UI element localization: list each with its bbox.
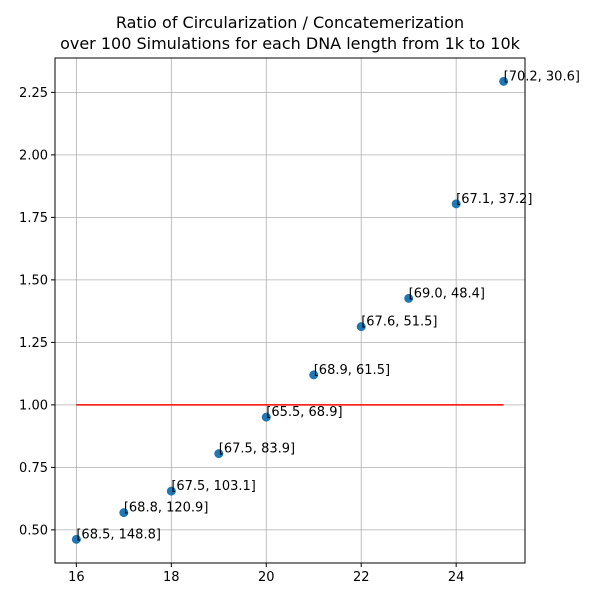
data-point <box>214 449 224 459</box>
data-point <box>404 293 414 303</box>
data-point <box>499 76 509 86</box>
data-labels: [68.5, 148.8] [68.8, 120.9] [67.5, 103.1] [… <box>76 69 580 542</box>
chart-title-line-1: Ratio of Circularization / Concatemeriza… <box>116 13 464 32</box>
axes-frame <box>54 57 526 564</box>
axes: 16 18 20 22 24 0.50 0.75 1.00 1.25 1.50 1.75 2.00 2.… <box>19 57 526 585</box>
data-label: [68.5, 148.8] <box>76 527 161 542</box>
x-tick-label: 22 <box>353 570 370 585</box>
y-tick-label: 1.00 <box>19 398 48 413</box>
data-point <box>71 534 81 544</box>
x-tick-label: 24 <box>448 570 465 585</box>
data-point <box>309 370 319 380</box>
data-label: [69.0, 48.4] <box>409 286 485 301</box>
data-label: [70.2, 30.6] <box>504 69 580 84</box>
data-point <box>356 322 366 332</box>
y-tick-label: 1.75 <box>19 211 48 226</box>
data-point <box>119 508 129 518</box>
data-label: [65.5, 68.9] <box>266 405 342 420</box>
y-tick-label: 1.25 <box>19 336 48 351</box>
grid <box>55 58 525 563</box>
data-label: [68.8, 120.9] <box>124 501 209 516</box>
chart-title-line-2: over 100 Simulations for each DNA length… <box>60 34 521 53</box>
x-tick-label: 16 <box>68 570 85 585</box>
data-label: [67.5, 83.9] <box>219 442 295 457</box>
x-tick-label: 18 <box>163 570 180 585</box>
data-points <box>71 76 509 544</box>
data-label: [67.5, 103.1] <box>171 479 256 494</box>
y-tick-label: 1.50 <box>19 273 48 288</box>
y-tick-label: 0.75 <box>19 461 48 476</box>
y-tick-label: 0.50 <box>19 523 48 538</box>
x-tick-label: 20 <box>258 570 275 585</box>
y-tick-label: 2.00 <box>19 148 48 163</box>
data-point <box>166 486 176 496</box>
data-point <box>261 412 271 422</box>
chart-title: Ratio of Circularization / Concatemeriza… <box>60 13 521 53</box>
data-point <box>451 199 461 209</box>
data-label: [68.9, 61.5] <box>314 363 390 378</box>
data-label: [67.1, 37.2] <box>456 192 532 207</box>
y-tick-label: 2.25 <box>19 86 48 101</box>
data-label: [67.6, 51.5] <box>361 315 437 330</box>
